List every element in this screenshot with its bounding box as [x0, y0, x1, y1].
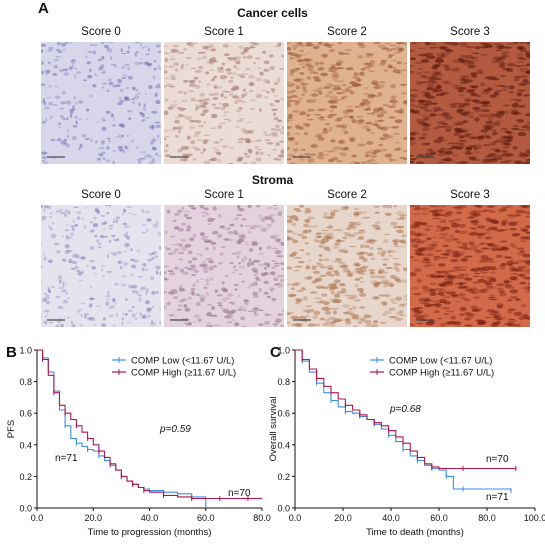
histology-image-cancer-score-0: [41, 42, 161, 164]
scale-bar: [293, 156, 311, 158]
scale-bar: [416, 319, 434, 321]
n-label: n=70: [228, 488, 251, 499]
y-tick-label: 0.4: [277, 440, 290, 450]
x-axis-label: Time to progression (months): [88, 527, 212, 538]
legend-entry: COMP Low (<11.67 U/L): [131, 356, 234, 367]
y-tick-label: 1.0: [19, 346, 32, 356]
panel-letter-c: C: [270, 344, 281, 361]
n-label: n=70: [486, 454, 509, 465]
row-title-cancer-cells: Cancer cells: [237, 6, 308, 20]
scale-bar: [47, 319, 65, 321]
scale-bar: [293, 319, 311, 321]
y-tick-label: 0.6: [19, 409, 32, 419]
scale-bar: [170, 156, 188, 158]
y-axis-label: Overall survival: [268, 397, 279, 462]
panel-letter-b: B: [6, 344, 17, 361]
histology-image-cancer-score-3: [410, 42, 530, 164]
score-label: Score 3: [450, 26, 490, 38]
legend-entry: COMP Low (<11.67 U/L): [389, 356, 492, 367]
x-tick-label: 80.0: [253, 513, 271, 523]
scale-bar: [416, 156, 434, 158]
n-label: n=71: [55, 453, 78, 464]
panel-letter-a: A: [38, 0, 49, 17]
survival-curve-high: [37, 349, 262, 500]
p-value-annotation: p=0.59: [159, 424, 191, 435]
legend-entry: COMP High (≥11.67 U/L): [389, 368, 494, 379]
x-tick-label: 20.0: [84, 513, 102, 523]
y-tick-label: 0.6: [277, 409, 290, 419]
y-tick-label: 1.0: [277, 346, 290, 356]
histology-image-stroma-score-2: [287, 205, 407, 327]
histology-image-stroma-score-0: [41, 205, 161, 327]
score-label: Score 2: [327, 189, 367, 201]
x-tick-label: 60.0: [197, 513, 215, 523]
y-tick-label: 0.4: [19, 440, 32, 450]
scale-bar: [47, 156, 65, 158]
y-axis-label: PFS: [6, 420, 17, 438]
x-tick-label: 20.0: [334, 513, 352, 523]
y-tick-label: 0.2: [19, 472, 32, 482]
histology-image-cancer-score-1: [164, 42, 284, 164]
y-tick-label: 0.0: [277, 504, 290, 514]
histology-image-stroma-score-1: [164, 205, 284, 327]
score-label: Score 0: [81, 189, 121, 201]
score-label: Score 1: [204, 189, 244, 201]
x-tick-label: 80.0: [478, 513, 496, 523]
x-tick-label: 0.0: [289, 513, 302, 523]
row-title-stroma: Stroma: [251, 173, 294, 187]
x-tick-label: 60.0: [430, 513, 448, 523]
survival-curve-low: [295, 349, 512, 491]
scale-bar: [170, 319, 188, 321]
p-value-annotation: p=0.68: [389, 404, 421, 415]
y-tick-label: 0.8: [277, 377, 290, 387]
y-tick-label: 0.0: [19, 504, 32, 514]
n-label: n=71: [486, 492, 509, 503]
y-tick-label: 0.2: [277, 472, 290, 482]
x-tick-label: 0.0: [31, 513, 44, 523]
score-label: Score 3: [450, 189, 490, 201]
histology-image-stroma-score-3: [410, 205, 530, 327]
x-tick-label: 40.0: [141, 513, 159, 523]
legend-entry: COMP High (≥11.67 U/L): [131, 368, 236, 379]
score-label: Score 0: [81, 26, 121, 38]
x-tick-label: 100.0: [524, 513, 545, 523]
score-label: Score 1: [204, 26, 244, 38]
x-tick-label: 40.0: [382, 513, 400, 523]
histology-image-cancer-score-2: [287, 42, 407, 164]
x-axis-label: Time to death (months): [366, 527, 464, 538]
y-tick-label: 0.8: [19, 377, 32, 387]
score-label: Score 2: [327, 26, 367, 38]
